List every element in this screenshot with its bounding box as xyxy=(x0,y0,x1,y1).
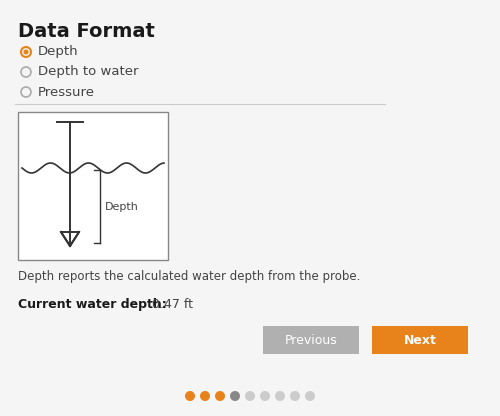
Text: Pressure: Pressure xyxy=(38,86,95,99)
Circle shape xyxy=(24,50,28,54)
FancyBboxPatch shape xyxy=(18,112,168,260)
Text: Previous: Previous xyxy=(284,334,338,347)
Text: Depth to water: Depth to water xyxy=(38,65,138,79)
Circle shape xyxy=(275,391,285,401)
Text: Next: Next xyxy=(404,334,436,347)
FancyBboxPatch shape xyxy=(263,326,359,354)
Text: 0.47 ft: 0.47 ft xyxy=(152,298,193,311)
Circle shape xyxy=(185,391,195,401)
Circle shape xyxy=(230,391,240,401)
Circle shape xyxy=(305,391,315,401)
Circle shape xyxy=(245,391,255,401)
Text: Depth: Depth xyxy=(105,201,139,211)
Text: Data Format: Data Format xyxy=(18,22,155,41)
Circle shape xyxy=(290,391,300,401)
Circle shape xyxy=(215,391,225,401)
Circle shape xyxy=(260,391,270,401)
FancyBboxPatch shape xyxy=(372,326,468,354)
Circle shape xyxy=(200,391,210,401)
Text: Depth: Depth xyxy=(38,45,78,59)
Text: Depth reports the calculated water depth from the probe.: Depth reports the calculated water depth… xyxy=(18,270,360,283)
Text: Current water depth:: Current water depth: xyxy=(18,298,167,311)
